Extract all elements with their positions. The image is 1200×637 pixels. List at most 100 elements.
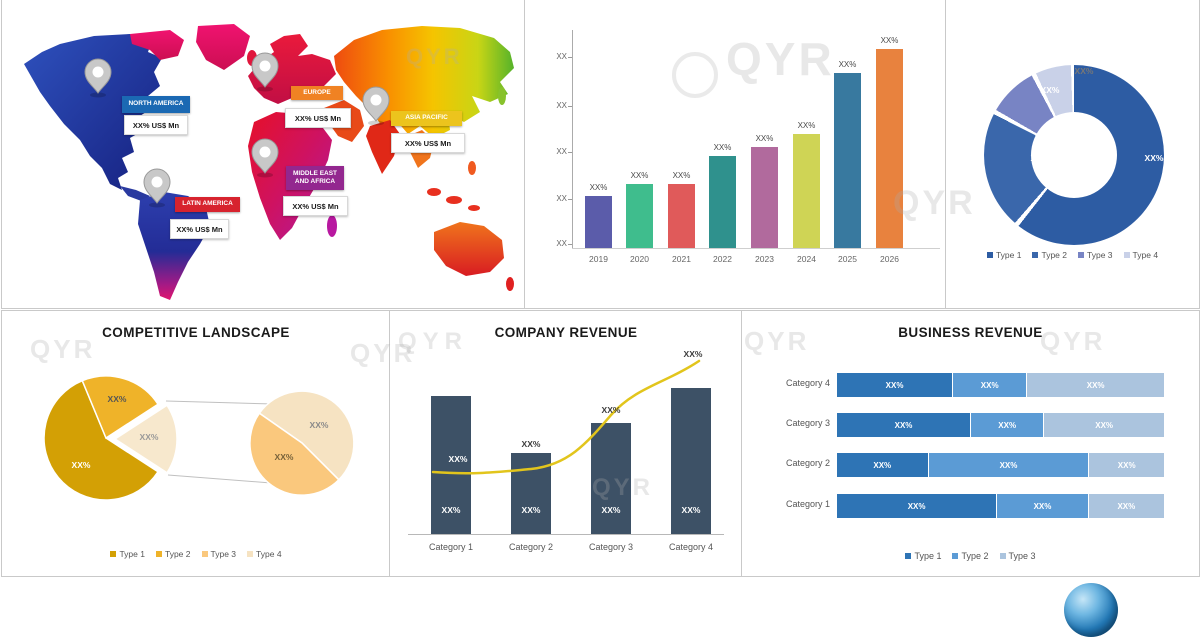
segment-label: XX%: [998, 420, 1017, 430]
legend-swatch: [1078, 252, 1084, 258]
segment-label: XX%: [1117, 501, 1136, 511]
competitive-legend: Type 1 Type 2 Type 3 Type 4: [2, 549, 390, 559]
bar-value-label: XX%: [589, 183, 608, 192]
segment-label: XX%: [1095, 420, 1114, 430]
legend-item: Type 1: [986, 250, 1022, 260]
legend-swatch: [905, 553, 912, 559]
competitive-pies: [43, 375, 355, 501]
legend-swatch: [1123, 252, 1130, 258]
subpie-label-type3: XX%: [274, 452, 294, 462]
subpie-label-type4: XX%: [309, 420, 329, 430]
y-tick-label: XX: [556, 239, 567, 248]
pie-label-exploded: XX%: [139, 432, 159, 442]
continent-australia: [434, 222, 504, 276]
row-label: Category 3: [785, 418, 830, 428]
panel-company-revenue: COMPANY REVENUE XX% XX% XX% XX% XX% XX% …: [389, 310, 743, 577]
legend-swatch: [1032, 252, 1039, 258]
region-madagascar: [327, 215, 337, 237]
pie-label-type1: XX%: [71, 460, 91, 470]
legend-item: Type 1: [905, 551, 941, 561]
legend-label: Type 4: [256, 549, 282, 559]
legend-label: Type 2: [1041, 250, 1067, 260]
panel-market-share-donut: XX% XX% XX% XX% Type 1 Type 2 Type 3 Typ…: [945, 0, 1200, 309]
row-label: Category 1: [785, 499, 830, 509]
stacked-bar-category-3: XX% XX% XX%: [837, 413, 1164, 437]
segment-type1: XX%: [837, 453, 929, 477]
segment-type3: XX%: [1089, 453, 1164, 477]
panel-title: BUSINESS REVENUE: [898, 325, 1043, 340]
subpie-slice-type4: [258, 390, 355, 481]
legend-label: Type 1: [119, 549, 145, 559]
bar-bottom-label: XX%: [601, 505, 621, 515]
region-label-latin-america: LATIN AMERICA: [175, 197, 240, 212]
map-pin-north-america: [84, 58, 112, 98]
region-value-latin-america: XX% US$ Mn: [170, 219, 229, 239]
region-greenland: [196, 24, 250, 70]
pie-slice-type1: [43, 379, 160, 501]
donut-legend: Type 1 Type 2 Type 3 Type 4: [946, 250, 1199, 260]
legend-item: Type 3: [999, 551, 1036, 561]
stacked-bar-category-2: XX% XX% XX%: [837, 453, 1164, 477]
bar-2025: [834, 73, 861, 248]
region-label-europe: EUROPE: [291, 86, 343, 100]
y-tick-mark: [568, 199, 572, 200]
y-tick-label: XX: [556, 194, 567, 203]
segment-type3: XX%: [1027, 373, 1164, 397]
x-axis-line: [408, 534, 724, 535]
x-axis-line: [572, 248, 940, 249]
x-category-label: Category 1: [428, 542, 474, 552]
y-tick-mark: [568, 244, 572, 245]
continent-north-america: [24, 34, 162, 190]
legend-item: Type 4: [1123, 250, 1158, 260]
x-category-label: Category 2: [508, 542, 554, 552]
region-northeast-canada: [130, 30, 184, 60]
legend-label: Type 1: [995, 250, 1022, 260]
x-tick-label: 2020: [630, 254, 649, 264]
region-japan: [498, 87, 506, 105]
bar-bottom-label: XX%: [521, 505, 541, 515]
globe-logo: [1064, 583, 1118, 637]
pie-label-type2: XX%: [107, 394, 127, 404]
line-point-label: XX%: [448, 454, 468, 464]
x-tick-label: 2022: [713, 254, 732, 264]
legend-label: Type 2: [961, 551, 989, 561]
bar-2020: [626, 184, 653, 248]
pie-slice-type2: [81, 375, 160, 440]
segment-label: XX%: [1117, 460, 1136, 470]
region-indonesia: [446, 196, 462, 204]
donut-slice-label-type1: XX%: [1144, 153, 1164, 163]
bar-value-label: XX%: [755, 134, 774, 143]
callout-line: [167, 474, 272, 484]
bar-category-1: [431, 396, 471, 534]
line-point-label: XX%: [521, 439, 541, 449]
map-pin-asia-pacific: [362, 86, 390, 126]
segment-label: XX%: [980, 380, 999, 390]
x-tick-label: 2019: [589, 254, 608, 264]
panel-business-revenue: BUSINESS REVENUE Category 4 XX% XX% XX% …: [741, 310, 1200, 577]
segment-type2: XX%: [953, 373, 1028, 397]
segment-type3: XX%: [1088, 494, 1164, 518]
panel-title: COMPANY REVENUE: [494, 325, 638, 340]
donut-slice-label-type4: XX%: [1074, 66, 1094, 76]
line-point-label: XX%: [683, 349, 703, 359]
legend-label: Type 3: [210, 549, 237, 559]
region-philippines: [468, 161, 476, 175]
trend-line: [431, 359, 701, 475]
y-axis-line: [572, 30, 573, 248]
x-category-label: Category 3: [588, 542, 634, 552]
legend-item: Type 2: [155, 549, 191, 559]
bar-2024: [793, 134, 820, 248]
y-tick-label: XX: [556, 52, 567, 61]
legend-item: Type 2: [1032, 250, 1067, 260]
legend-label: Type 3: [1087, 250, 1113, 260]
pie-slice-exploded: [113, 404, 178, 474]
segment-type2: XX%: [997, 494, 1089, 518]
row-label: Category 4: [785, 378, 830, 388]
world-map: [24, 24, 514, 300]
callout-line: [165, 400, 275, 405]
bar-value-label: XX%: [797, 121, 816, 130]
region-value-europe: XX% US$ Mn: [285, 108, 351, 128]
bar-2023: [751, 147, 778, 248]
bar-value-label: XX%: [672, 171, 691, 180]
legend-item: Type 3: [201, 549, 237, 559]
